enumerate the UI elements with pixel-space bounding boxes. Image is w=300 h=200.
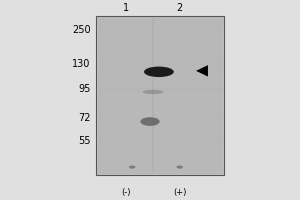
Text: 2: 2 [177,3,183,13]
Text: 72: 72 [78,113,91,123]
Ellipse shape [142,90,164,94]
Text: 95: 95 [78,84,91,94]
Ellipse shape [144,67,174,77]
Text: 55: 55 [78,136,91,146]
Polygon shape [196,65,208,77]
Text: 250: 250 [72,25,91,35]
Text: 130: 130 [72,59,91,69]
Ellipse shape [140,117,160,126]
Ellipse shape [176,166,183,169]
Bar [97,16,224,175]
Ellipse shape [129,166,135,169]
Text: (-): (-) [122,188,131,197]
Text: (+): (+) [173,188,186,197]
Text: 1: 1 [123,3,129,13]
Bar [98,17,223,174]
